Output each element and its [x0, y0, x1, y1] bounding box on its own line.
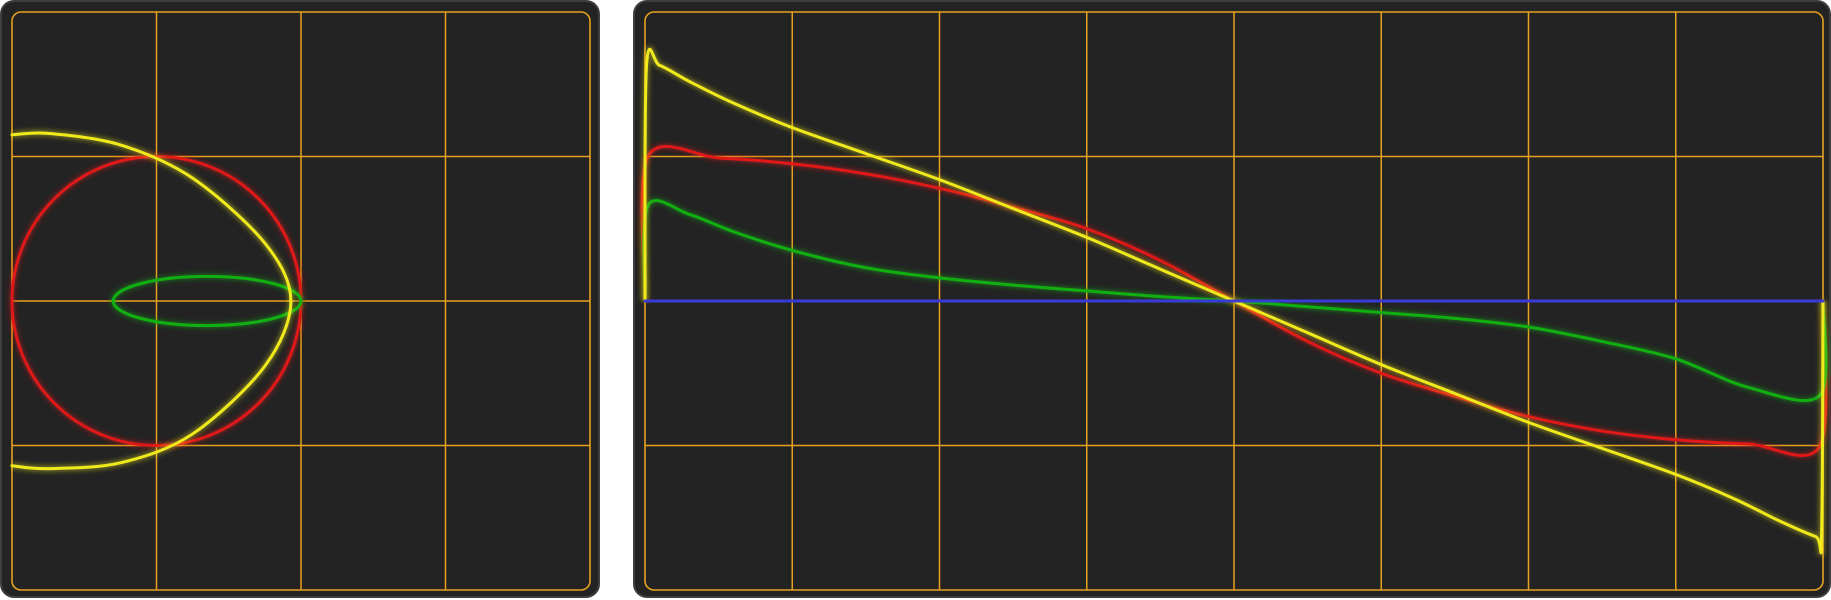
time-scope-screen: [638, 11, 1830, 591]
xy-scope-screen: [8, 11, 591, 591]
trace-green: [111, 274, 303, 328]
time-scope-panel: [633, 0, 1831, 598]
xy-scope-panel: [0, 0, 600, 598]
trace-yellow: [10, 131, 293, 471]
